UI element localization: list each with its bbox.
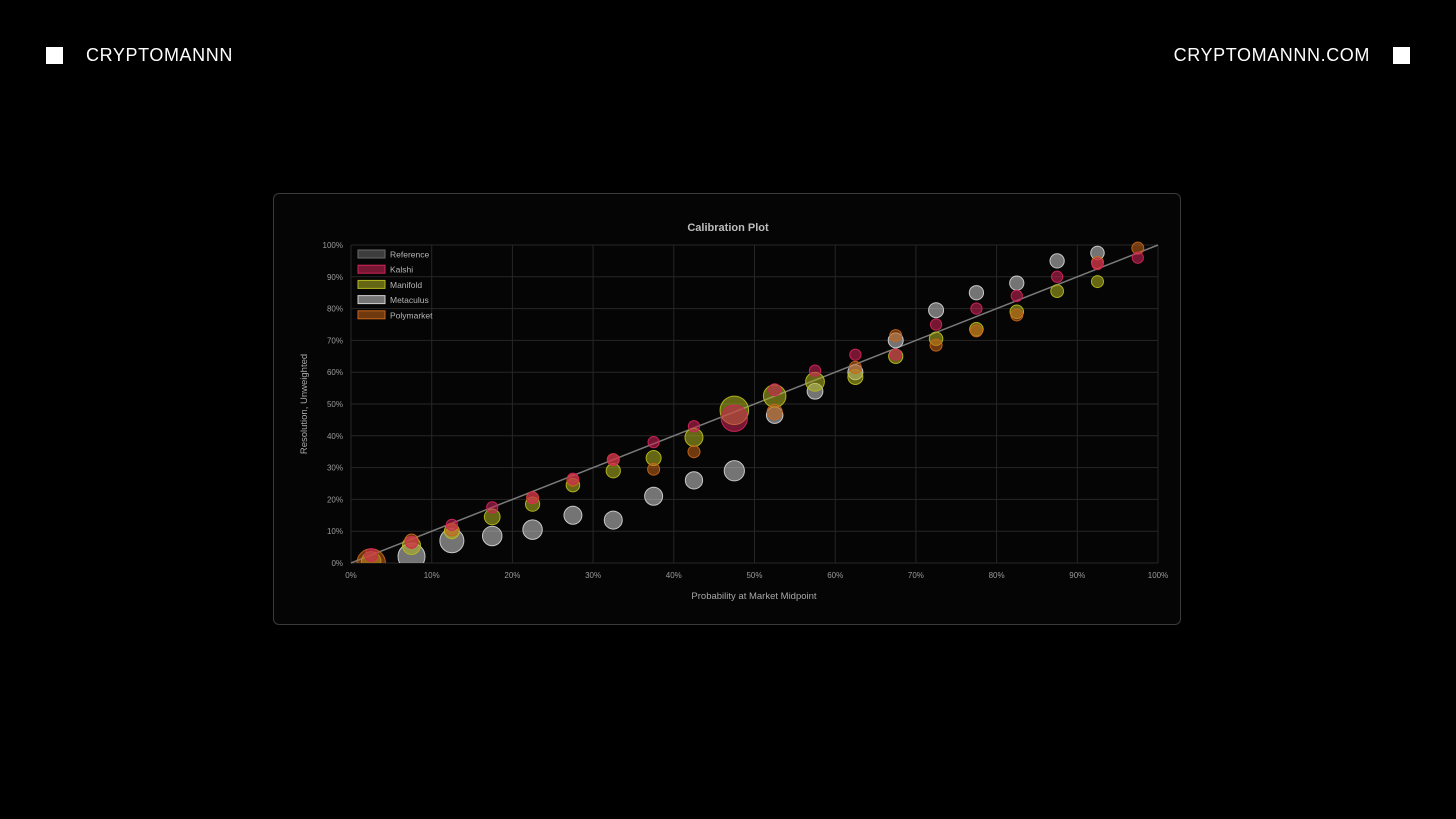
legend-label: Metaculus xyxy=(390,295,429,305)
x-tick-label: 80% xyxy=(989,571,1005,580)
legend-item-metaculus: Metaculus xyxy=(357,295,429,305)
reference-line xyxy=(350,244,1159,564)
data-point-metaculus xyxy=(644,486,664,506)
legend-swatch xyxy=(357,310,386,320)
data-point-kalshi xyxy=(364,548,379,562)
x-tick-label: 50% xyxy=(746,571,762,580)
y-tick-label: 40% xyxy=(327,432,343,441)
data-point-polymarket xyxy=(647,462,661,476)
legend-item-polymarket: Polymarket xyxy=(357,310,433,320)
x-tick-label: 90% xyxy=(1069,571,1085,580)
data-point-kalshi xyxy=(647,436,660,449)
data-point-metaculus xyxy=(522,519,543,540)
x-tick-label: 60% xyxy=(827,571,843,580)
data-point-kalshi xyxy=(486,501,499,514)
legend-item-reference: Reference xyxy=(357,249,429,260)
y-tick-label: 10% xyxy=(327,527,343,536)
data-point-metaculus xyxy=(684,471,704,490)
legend: Reference Kalshi Manifold Metaculus Polymark… xyxy=(357,249,433,320)
brand-name: CRYPTOMANNN xyxy=(86,45,233,65)
data-point-kalshi xyxy=(607,453,620,466)
x-tick-label: 20% xyxy=(504,571,520,580)
data-point-metaculus xyxy=(563,505,583,525)
data-point-kalshi xyxy=(849,348,862,361)
brand-right[interactable]: CRYPTOMANNN.COM xyxy=(1174,45,1410,66)
x-tick-label: 40% xyxy=(666,571,682,580)
data-point-manifold xyxy=(1090,275,1104,289)
y-tick-label: 20% xyxy=(327,495,343,504)
x-tick-label: 10% xyxy=(424,571,440,580)
x-axis-label: Probability at Market Midpoint xyxy=(691,591,816,602)
chart-title: Calibration Plot xyxy=(687,222,769,234)
data-point-metaculus xyxy=(1009,275,1025,291)
data-point-metaculus xyxy=(603,510,623,530)
reference-line-layer xyxy=(350,244,1159,564)
legend-swatch xyxy=(357,295,386,305)
data-point-kalshi xyxy=(720,404,748,432)
data-point-kalshi xyxy=(1131,251,1144,264)
logo-square-icon xyxy=(46,47,63,64)
y-tick-label: 50% xyxy=(327,400,343,409)
y-tick-label: 100% xyxy=(323,241,343,250)
legend-label: Manifold xyxy=(390,280,422,290)
data-point-polymarket xyxy=(929,338,943,352)
data-point-kalshi xyxy=(970,302,983,315)
data-point-metaculus xyxy=(481,525,503,547)
brand-url-link[interactable]: CRYPTOMANNN.COM xyxy=(1173,45,1370,65)
data-point-kalshi xyxy=(566,472,580,485)
legend-item-kalshi: Kalshi xyxy=(357,264,413,275)
data-point-kalshi xyxy=(405,535,419,549)
data-point-kalshi xyxy=(768,383,782,397)
data-point-polymarket xyxy=(889,329,903,343)
data-point-metaculus xyxy=(968,285,985,301)
logo-square-icon xyxy=(1393,47,1410,64)
brand-left: CRYPTOMANNN xyxy=(46,45,233,66)
chart-card: Calibration Plot 0% 10% 20% 30% 40% 50% 60% 70%… xyxy=(273,193,1181,625)
tick-labels: 0% 10% 20% 30% 40% 50% 60% 70% 80% 90% 100% 0% 10% 20… xyxy=(323,241,1169,580)
data-point-kalshi xyxy=(1091,257,1104,271)
data-point-polymarket xyxy=(687,445,701,459)
y-tick-label: 0% xyxy=(331,559,343,568)
data-point-kalshi xyxy=(687,420,701,433)
y-tick-label: 60% xyxy=(327,368,343,377)
data-point-kalshi xyxy=(1051,270,1064,283)
y-tick-label: 30% xyxy=(327,464,343,473)
data-point-polymarket xyxy=(766,403,783,420)
legend-label: Polymarket xyxy=(390,310,433,320)
data-point-polymarket xyxy=(969,324,983,338)
data-point-kalshi xyxy=(1010,289,1023,303)
y-tick-label: 80% xyxy=(327,305,343,314)
data-point-kalshi xyxy=(526,491,539,504)
legend-swatch xyxy=(357,249,386,259)
calibration-chart: Calibration Plot 0% 10% 20% 30% 40% 50% 60% 70%… xyxy=(299,222,1169,602)
data-point-kalshi xyxy=(929,318,943,331)
legend-label: Reference xyxy=(390,250,429,260)
x-tick-label: 30% xyxy=(585,571,601,580)
data-point-metaculus xyxy=(928,302,945,319)
data-point-metaculus xyxy=(1049,253,1065,269)
legend-swatch xyxy=(357,264,386,274)
legend-label: Kalshi xyxy=(390,265,413,275)
data-point-kalshi xyxy=(889,348,902,361)
data-point-manifold xyxy=(1050,284,1064,298)
y-tick-label: 70% xyxy=(327,336,343,345)
y-axis-label: Resolution, Unweighted xyxy=(299,354,310,454)
legend-swatch xyxy=(357,279,386,289)
x-tick-label: 70% xyxy=(908,571,924,580)
legend-item-manifold: Manifold xyxy=(357,279,422,290)
data-point-polymarket xyxy=(1010,308,1024,322)
points-layer xyxy=(356,241,1145,563)
data-point-polymarket xyxy=(848,360,862,374)
y-tick-label: 90% xyxy=(327,273,343,282)
data-point-kalshi xyxy=(445,518,458,531)
data-point-kalshi xyxy=(808,364,822,377)
data-point-metaculus xyxy=(723,460,745,482)
x-tick-label: 0% xyxy=(345,571,357,580)
x-tick-label: 100% xyxy=(1148,571,1168,580)
